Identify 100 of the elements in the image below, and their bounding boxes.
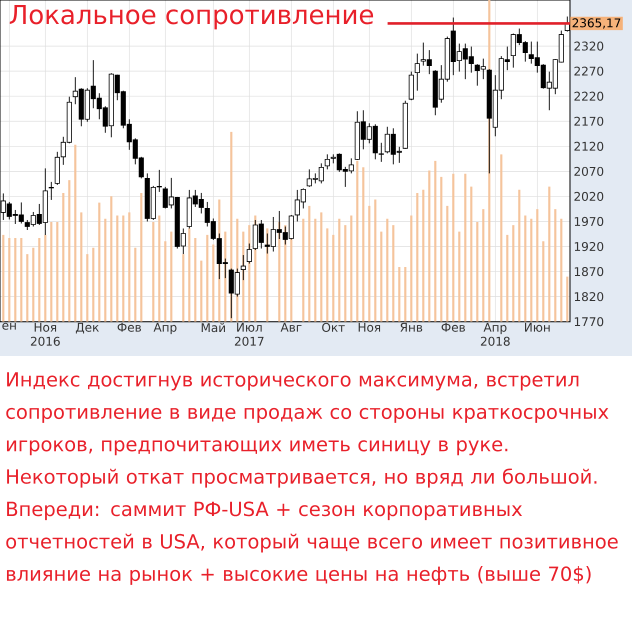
bar — [536, 209, 538, 322]
x-tick-label: Апр — [154, 322, 176, 334]
x-tick-label: Фев — [118, 322, 141, 332]
y-tick-label: 2020 — [574, 192, 604, 201]
bar — [566, 276, 568, 322]
bar — [104, 218, 106, 322]
bar — [170, 232, 172, 322]
bar — [416, 193, 418, 322]
bar — [98, 202, 100, 322]
bar — [482, 209, 484, 322]
bar — [110, 196, 112, 322]
y-tick-label: 1920 — [574, 242, 604, 252]
bar — [134, 248, 136, 322]
bar — [8, 238, 10, 322]
y-tick-label: 2170 — [574, 116, 604, 126]
bar — [20, 238, 22, 322]
bar — [338, 218, 340, 322]
candlestick — [414, 53, 420, 92]
bar — [518, 190, 520, 322]
x-tick-label: Май — [202, 322, 225, 332]
y-tick-label: 1770 — [574, 317, 604, 326]
bar — [284, 225, 286, 322]
bar — [404, 267, 406, 322]
bar — [344, 225, 346, 322]
bar — [38, 238, 40, 322]
x-tick-label: Дек — [76, 322, 99, 334]
bar — [398, 267, 400, 322]
bar — [152, 222, 154, 322]
bar — [374, 199, 376, 322]
bar — [302, 218, 304, 322]
bar — [542, 241, 544, 322]
bar — [44, 234, 46, 322]
text: Индекс достигнув исторического максимума, встретил сопротивление в виде продаж со стороны краткосрочных игроков, предпочитающих иметь синицу в руке. Некоторый откат просматривается, но вряд ли большой. Впереди: саммит РФ-USA + сезон корпоративных отчетностей в USA, который чаще всего имеет позитивное влияние на рынок + высокие цены на нефть (выше 70$) — [6, 372, 618, 585]
bar — [56, 222, 58, 322]
bar — [446, 206, 448, 322]
y-tick-label: 2320 — [574, 42, 604, 51]
bar — [362, 167, 364, 322]
bar — [476, 222, 478, 322]
bar — [128, 212, 130, 322]
bar — [368, 206, 370, 322]
bar — [224, 232, 226, 322]
bar — [26, 254, 28, 322]
candlestick — [324, 154, 330, 170]
x-tick-label: Фев — [442, 322, 465, 332]
bar — [2, 234, 4, 322]
chart-title: Локальное сопротивление — [10, 5, 374, 30]
y-tick-label: 1820 — [574, 292, 604, 302]
candlestick — [240, 254, 246, 281]
bar — [194, 238, 196, 322]
bar — [440, 176, 442, 322]
bar — [164, 241, 166, 322]
bar — [332, 234, 334, 322]
bar — [560, 218, 562, 322]
bar — [470, 186, 472, 322]
bar — [326, 228, 328, 322]
bar — [80, 212, 82, 322]
bar — [242, 232, 244, 322]
bar — [314, 218, 316, 322]
bar — [140, 193, 142, 322]
candlestick — [246, 243, 252, 264]
bar — [554, 209, 556, 322]
y-tick-label: 2270 — [574, 66, 604, 76]
bar — [158, 216, 160, 322]
bar — [32, 248, 34, 322]
y-tick-label: 1970 — [574, 216, 604, 226]
bar — [122, 216, 124, 322]
bar — [458, 232, 460, 322]
bar — [182, 254, 184, 322]
bar — [92, 248, 94, 322]
bar — [50, 222, 52, 322]
bar — [386, 218, 388, 322]
bar — [74, 144, 76, 322]
bar — [350, 216, 352, 322]
x-tick-label: Ноя — [358, 322, 380, 332]
bar — [308, 206, 310, 322]
bar — [428, 170, 430, 322]
bar — [506, 234, 508, 322]
bar — [530, 218, 532, 322]
bar — [320, 212, 322, 322]
candlestick — [378, 142, 384, 162]
bar — [116, 216, 118, 322]
y-tick-label: 2070 — [574, 166, 604, 176]
bar — [380, 232, 382, 322]
bar — [452, 174, 454, 322]
x-tick-label: Янв — [400, 322, 422, 332]
x-tick-label: ен — [2, 322, 16, 330]
bar — [512, 225, 514, 322]
bar — [392, 225, 394, 322]
y-tick-label: 2220 — [574, 92, 604, 101]
bar — [68, 180, 70, 322]
bar — [266, 228, 268, 322]
x-tick-label: Ноя 2016 — [30, 322, 60, 346]
bar — [548, 186, 550, 322]
candlestick — [48, 181, 54, 200]
bar — [524, 216, 526, 322]
bar — [278, 222, 280, 322]
ref-line-label: 2365,17 — [572, 18, 620, 29]
bar — [212, 244, 214, 322]
bar — [464, 174, 466, 322]
x-tick-label: Авг — [280, 322, 302, 332]
